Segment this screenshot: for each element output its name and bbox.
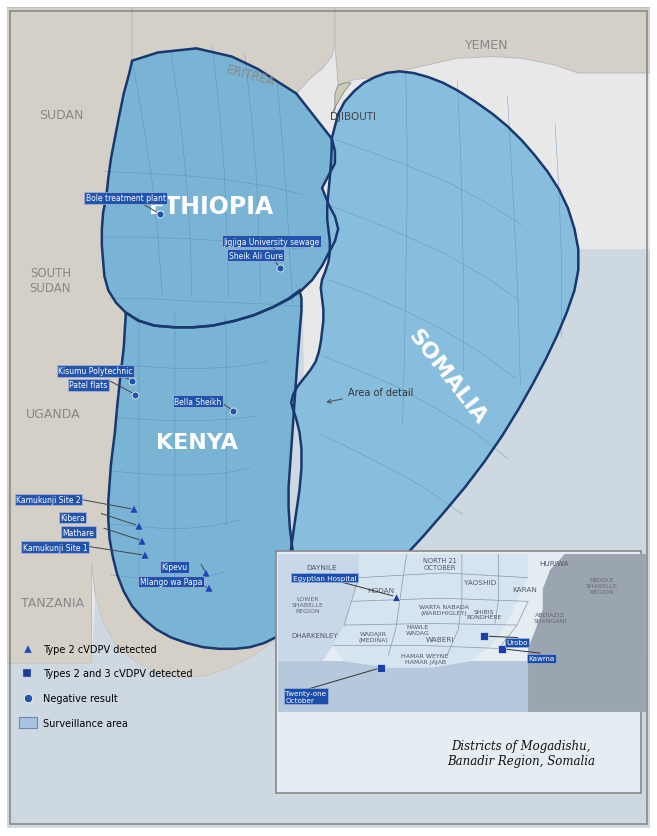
Text: DHARKENLEY: DHARKENLEY	[292, 632, 338, 638]
Text: Mlango wa Papa: Mlango wa Papa	[140, 578, 202, 586]
Polygon shape	[278, 554, 359, 661]
Text: Type 2 cVDPV detected: Type 2 cVDPV detected	[43, 644, 157, 654]
Text: TANZANIA: TANZANIA	[22, 596, 85, 609]
Polygon shape	[108, 291, 302, 649]
Text: HODAN: HODAN	[367, 588, 394, 594]
Text: Bole treatment plant: Bole treatment plant	[86, 194, 166, 203]
Polygon shape	[7, 8, 296, 679]
Text: YAOSHID: YAOSHID	[464, 579, 497, 586]
Text: KENYA: KENYA	[156, 432, 238, 452]
Text: Egyptian Hospital: Egyptian Hospital	[292, 575, 356, 581]
Text: ETHIOPIA: ETHIOPIA	[148, 195, 274, 218]
Text: WARTA NABADA
(WARDHIGLEY): WARTA NABADA (WARDHIGLEY)	[419, 604, 468, 615]
Text: Negative result: Negative result	[43, 693, 118, 703]
Text: Jigjiga University sewage: Jigjiga University sewage	[223, 237, 320, 247]
Text: Area of detail: Area of detail	[327, 387, 413, 404]
Text: Types 2 and 3 cVDPV detected: Types 2 and 3 cVDPV detected	[43, 669, 193, 679]
Text: ABDIAZIZ
SHANGANI: ABDIAZIZ SHANGANI	[533, 612, 567, 623]
Text: SOUTH
SUDAN: SOUTH SUDAN	[30, 267, 71, 294]
Text: Twenty-one
October: Twenty-one October	[285, 690, 327, 703]
Polygon shape	[132, 8, 335, 94]
Polygon shape	[528, 554, 646, 712]
Bar	[278, 661, 646, 712]
FancyBboxPatch shape	[19, 717, 37, 728]
Text: WADAJIR
(MEDINA): WADAJIR (MEDINA)	[359, 631, 388, 642]
Polygon shape	[288, 72, 578, 649]
Text: Mathare: Mathare	[62, 528, 95, 538]
Text: KARAN: KARAN	[512, 586, 537, 592]
Text: Urobo: Urobo	[506, 640, 528, 645]
Text: Bella Sheikh: Bella Sheikh	[174, 397, 221, 406]
Text: WABERI: WABERI	[426, 636, 454, 643]
Text: SOMALIA: SOMALIA	[405, 326, 491, 428]
Text: HURIWA: HURIWA	[539, 561, 569, 567]
Text: Kisumu Polytechnic: Kisumu Polytechnic	[58, 367, 133, 376]
Text: HAMAR WEYNE
HAMAR JAJAB: HAMAR WEYNE HAMAR JAJAB	[401, 653, 449, 664]
Text: HAWLE
WADAG: HAWLE WADAG	[406, 624, 430, 635]
Text: Districts of Mogadishu,
Banadir Region, Somalia: Districts of Mogadishu, Banadir Region, …	[447, 739, 595, 767]
Text: Patel flats: Patel flats	[69, 380, 107, 390]
Text: Kibera: Kibera	[60, 513, 85, 522]
Text: SUDAN: SUDAN	[39, 109, 83, 121]
Text: Kawma: Kawma	[528, 655, 555, 661]
Text: NORTH 21
OCTOBER: NORTH 21 OCTOBER	[423, 558, 457, 570]
Text: MIDDLE
SHARELLE
REGION: MIDDLE SHARELLE REGION	[586, 578, 618, 594]
Text: Surveillance area: Surveillance area	[43, 718, 128, 728]
Polygon shape	[333, 554, 528, 668]
Text: SHIBIS
BONDHERE: SHIBIS BONDHERE	[466, 609, 502, 619]
Text: Kamukunji Site 1: Kamukunji Site 1	[22, 543, 87, 552]
Polygon shape	[7, 250, 650, 828]
Polygon shape	[335, 8, 650, 86]
Text: DAYNILE: DAYNILE	[307, 564, 338, 570]
Text: ERITREA: ERITREA	[225, 63, 277, 89]
Text: DJIBOUTI: DJIBOUTI	[330, 111, 376, 121]
Text: Sheik Ali Gure: Sheik Ali Gure	[229, 252, 283, 260]
Text: YEMEN: YEMEN	[464, 38, 508, 52]
Polygon shape	[332, 84, 351, 115]
Text: LOWER
SHABELLE
REGION: LOWER SHABELLE REGION	[292, 596, 323, 613]
Text: UGANDA: UGANDA	[26, 407, 80, 421]
Polygon shape	[102, 49, 338, 328]
Text: Kamukunji Site 2: Kamukunji Site 2	[16, 496, 81, 504]
Text: Kipevu: Kipevu	[161, 563, 187, 572]
FancyBboxPatch shape	[276, 552, 641, 793]
